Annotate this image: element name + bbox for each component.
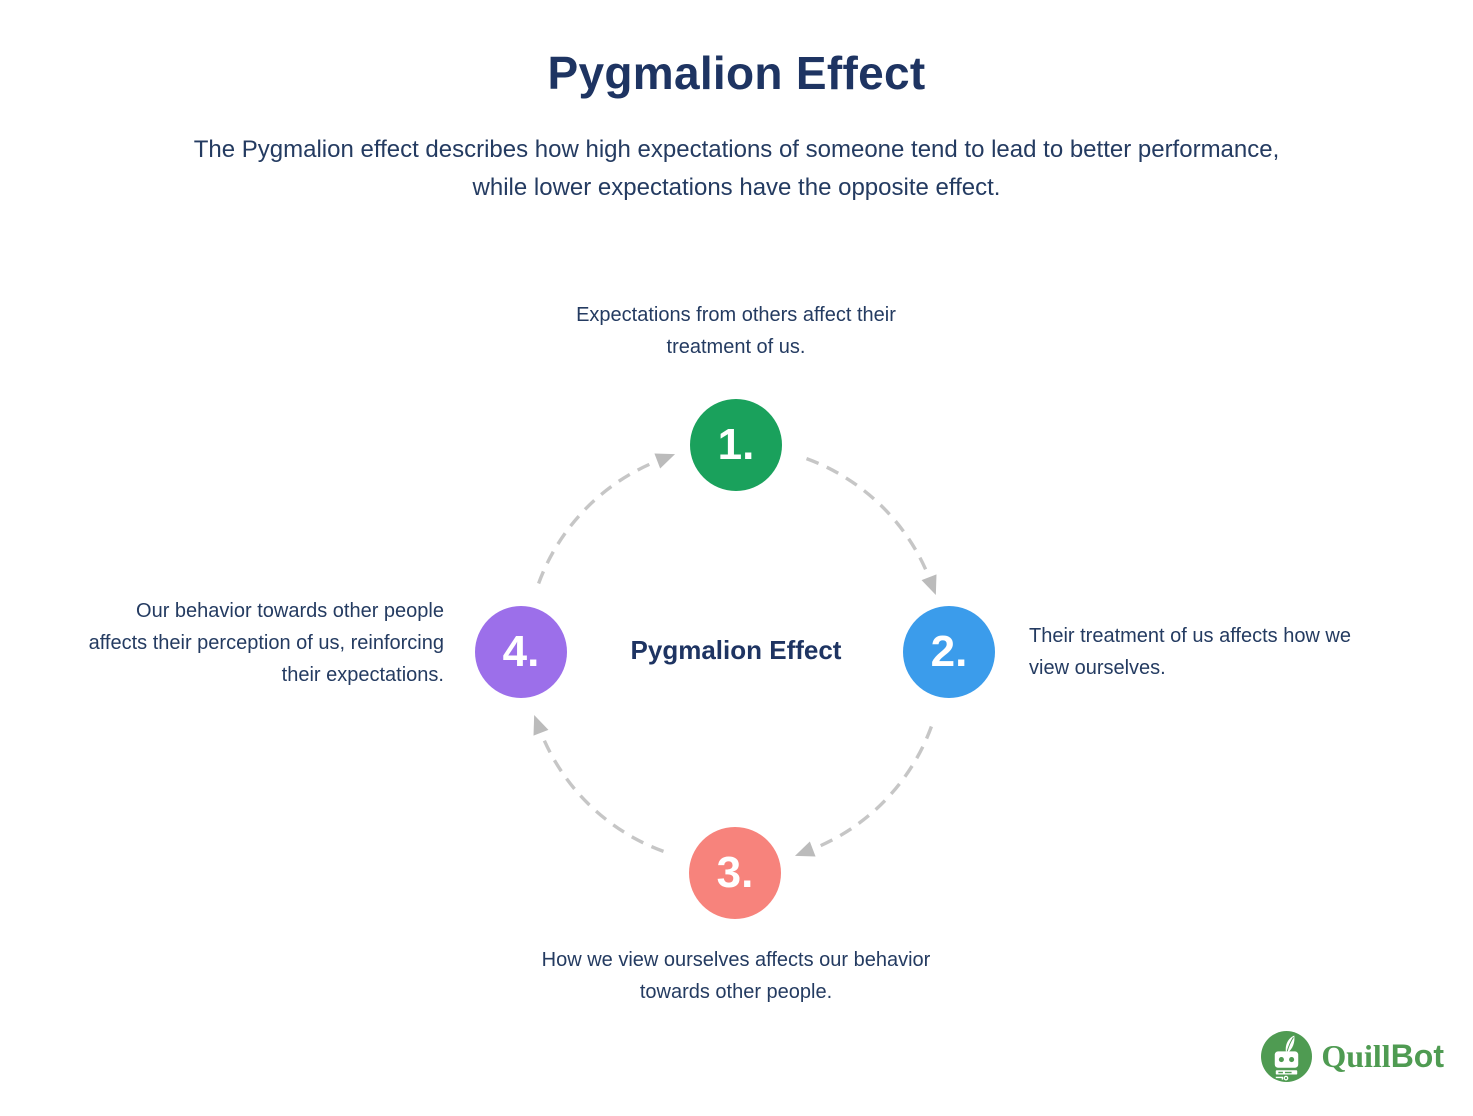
quillbot-wordmark: QuillBot	[1321, 1038, 1444, 1075]
arrow-3-to-4-icon	[533, 714, 665, 853]
step-label-1: Expectations from others affect their tr…	[576, 304, 896, 358]
step-circle-3: 3.	[689, 827, 781, 919]
step-number-1: 1.	[717, 420, 755, 469]
step-circle-4: 4.	[475, 606, 567, 698]
arrow-4-to-1-icon	[537, 453, 676, 585]
arrow-1-to-2-icon	[805, 457, 937, 596]
step-circle-1: 1.	[690, 399, 782, 491]
diagram-center-label: Pygmalion Effect	[630, 635, 842, 665]
step-label-2: Their treatment of us affects how we vie…	[1029, 625, 1352, 679]
step-number-2: 2.	[930, 627, 968, 676]
quillbot-robot-icon	[1261, 1031, 1313, 1082]
page-title: Pygmalion Effect	[547, 47, 926, 99]
wordmark-bot: Bot	[1390, 1038, 1444, 1074]
step-number-3: 3.	[716, 848, 754, 897]
step-number-4: 4.	[502, 627, 540, 676]
step-circle-2: 2.	[903, 606, 995, 698]
quillbot-logo: QuillBot	[1261, 1031, 1444, 1082]
step-label-3: How we view ourselves affects our behavi…	[541, 949, 931, 1003]
arrow-2-to-3-icon	[794, 725, 933, 857]
page-subtitle: The Pygmalion effect describes how high …	[193, 136, 1280, 201]
wordmark-quill: Quill	[1321, 1038, 1391, 1074]
step-label-4: Our behavior towards other people affect…	[88, 600, 444, 686]
